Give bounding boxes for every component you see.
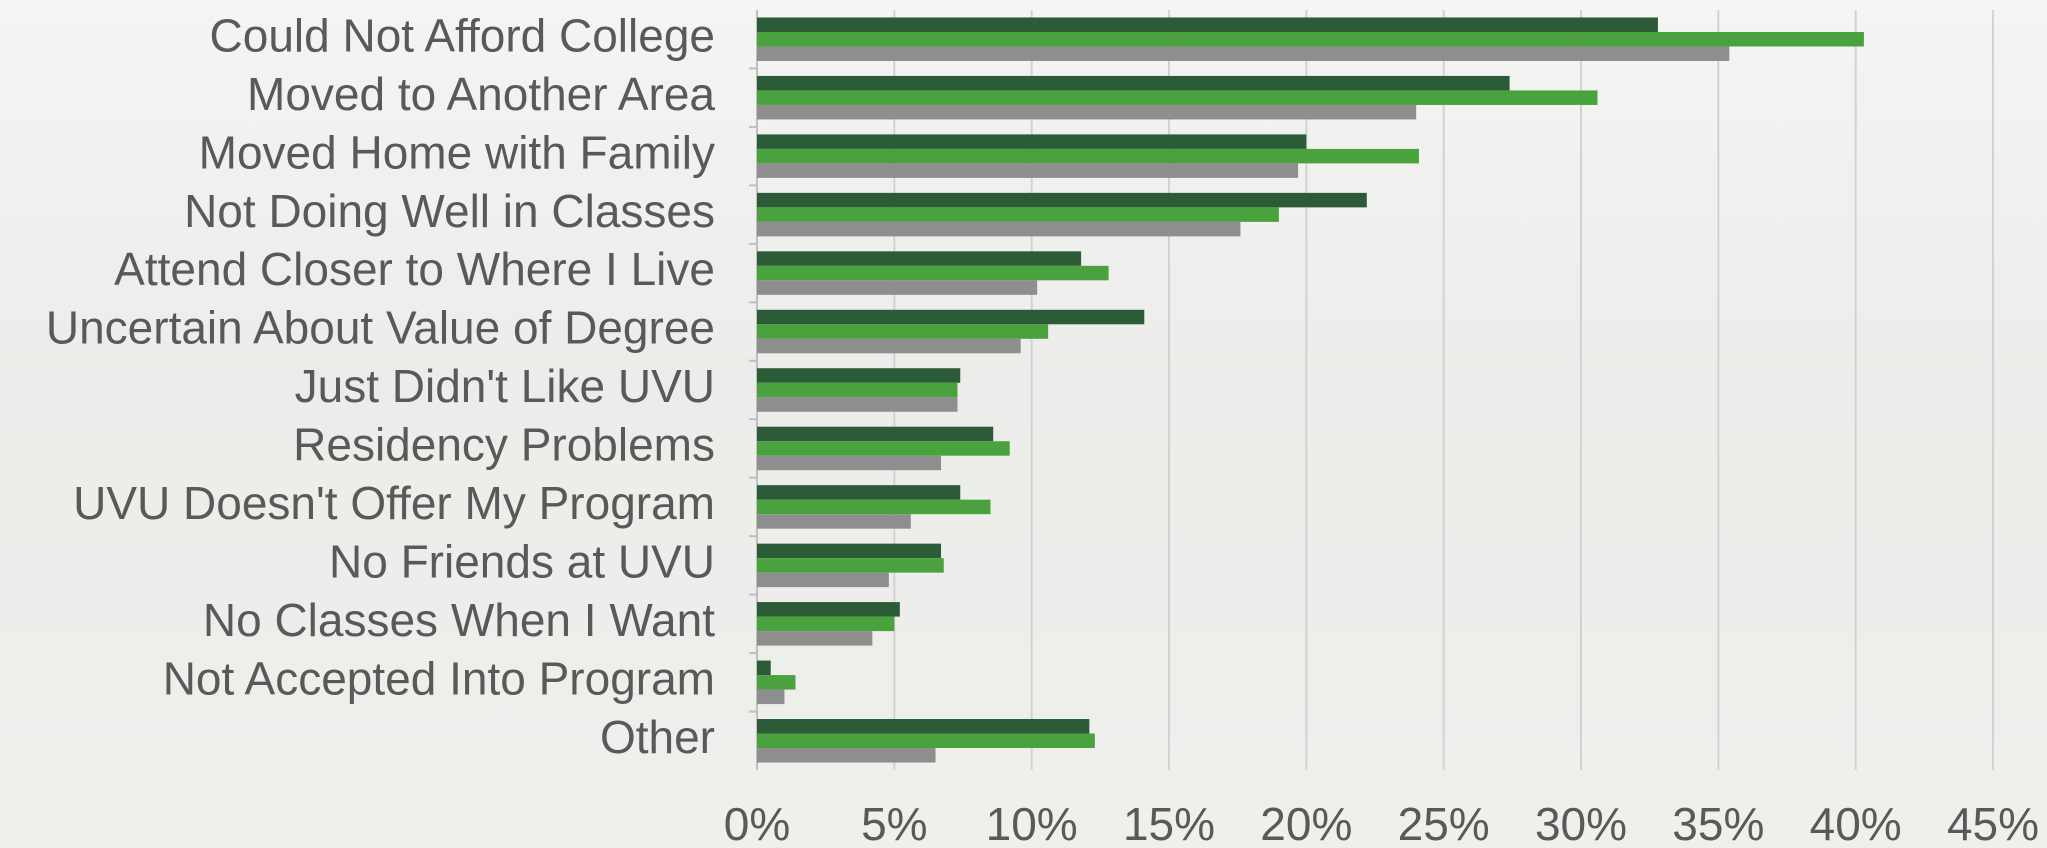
bar [757,734,1095,749]
bar [757,441,1010,456]
bar [757,324,1048,339]
bar [757,251,1081,265]
x-tick-label: 25% [1398,798,1490,848]
bar [757,266,1109,281]
y-tick-label: Could Not Afford College [210,9,715,61]
bar [757,485,960,500]
bar [757,76,1510,91]
x-tick-label: 10% [986,798,1078,848]
chart: 0% 5% 10% 15% 20% 25% 30% 35% 40% 45% Could Not Af… [0,0,2047,848]
bar [757,602,900,617]
bar [757,368,960,383]
bar [757,310,1144,325]
bar [757,134,1306,149]
y-tick-label: No Classes When I Want [203,594,715,646]
bar [757,661,771,676]
x-tick-label: 20% [1260,798,1352,848]
x-tick-label: 30% [1535,798,1627,848]
bar [757,631,872,646]
bar [757,690,784,705]
bar [757,397,958,412]
y-tick-label: Other [600,711,715,763]
bar [757,719,1089,734]
x-tick-label: 5% [861,798,927,848]
bar [757,514,911,529]
x-tick-label: 45% [1947,798,2039,848]
bar [757,748,936,763]
bar [757,544,941,559]
bar [757,617,894,632]
bar [757,32,1864,47]
bar [757,383,958,398]
bar [757,280,1037,295]
bar [757,573,889,588]
bar [757,558,944,573]
y-tick-label: Just Didn't Like UVU [295,360,715,412]
x-tick-label: 35% [1672,798,1764,848]
y-tick-label: UVU Doesn't Offer My Program [73,477,715,529]
bar [757,105,1416,120]
bar [757,500,990,515]
y-tick-label: Moved Home with Family [199,126,715,178]
bar [757,163,1298,178]
y-tick-label: Not Doing Well in Classes [184,185,715,237]
bar [757,456,941,471]
bar [757,207,1279,222]
bar [757,17,1658,32]
bar [757,222,1240,237]
bar [757,675,795,690]
y-tick-label: Uncertain About Value of Degree [46,302,715,354]
bar [757,149,1419,164]
bar [757,427,993,442]
y-tick-label: Attend Closer to Where I Live [114,243,715,295]
y-tick-label: Not Accepted Into Program [163,652,715,704]
y-tick-label: Moved to Another Area [247,68,715,120]
bar [757,193,1367,208]
bar [757,90,1597,105]
bar [757,46,1729,61]
x-tick-label: 15% [1123,798,1215,848]
bar [757,339,1021,354]
x-tick-label: 0% [724,798,790,848]
x-tick-label: 40% [1810,798,1902,848]
y-tick-label: No Friends at UVU [329,536,715,588]
y-tick-label: Residency Problems [293,419,715,471]
